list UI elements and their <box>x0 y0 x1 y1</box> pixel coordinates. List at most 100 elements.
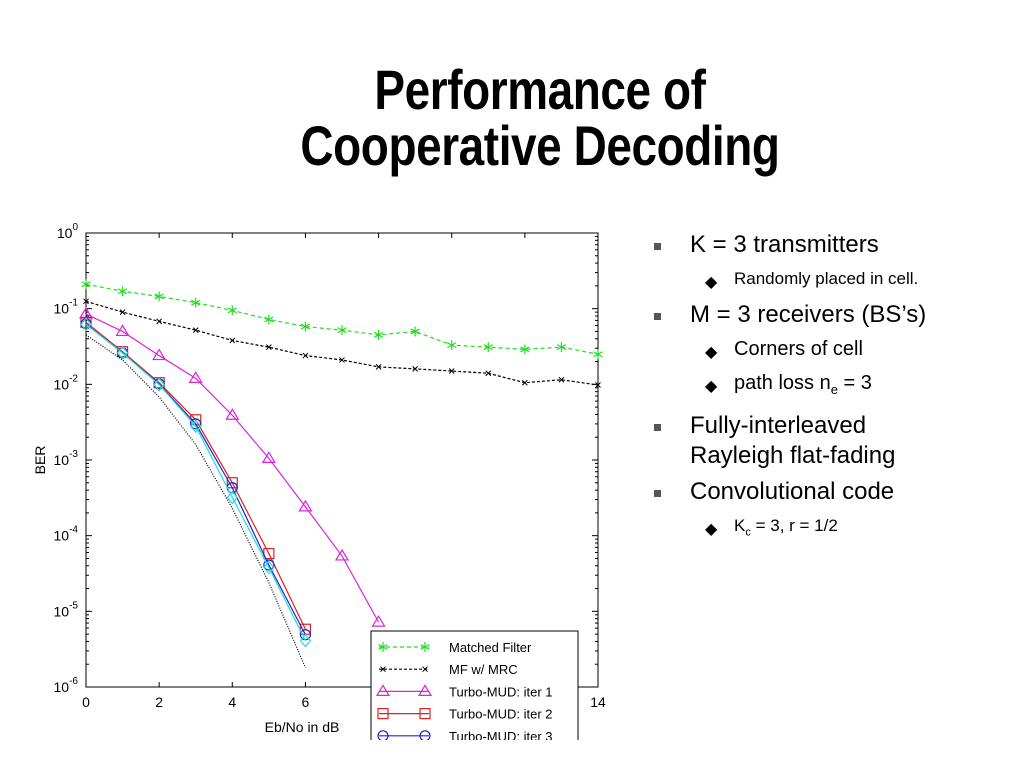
legend-label: Turbo-MUD: iter 3 <box>449 729 553 740</box>
sub-bullet-placement: ◆ Randomly placed in cell. <box>648 266 1018 292</box>
star-marker <box>264 314 274 325</box>
x-marker <box>448 368 455 374</box>
triangle-marker <box>261 451 276 463</box>
code-post: = 3, r = 1/2 <box>750 516 838 535</box>
series-2 <box>78 306 386 627</box>
title-line-2: Cooperative Decoding <box>300 114 780 177</box>
diamond-marker <box>80 317 92 332</box>
legend-label: MF w/ MRC <box>449 662 518 677</box>
legend: Matched Filter MF w/ MRC Turbo-MUD: iter 1… <box>370 630 579 740</box>
sub-bullet-text: Randomly placed in cell. <box>734 269 919 288</box>
star-marker <box>191 297 201 308</box>
code-pre: K <box>734 516 746 535</box>
star-marker <box>483 342 493 353</box>
star-marker <box>378 642 388 652</box>
star-marker <box>447 340 457 351</box>
series-line <box>85 323 306 641</box>
circle-marker <box>419 730 431 740</box>
sub-bullet-path-loss: ◆ path loss ne = 3 <box>648 370 1018 403</box>
diamond-marker <box>189 419 202 434</box>
series-5 <box>80 317 312 648</box>
x-marker <box>375 364 382 370</box>
diamond-bullet-icon: ◆ <box>705 274 718 291</box>
star-marker <box>300 321 311 332</box>
star-marker <box>227 305 237 316</box>
y-tick-label: 10-6 <box>54 676 79 695</box>
series-line <box>85 313 380 623</box>
y-tick-label: 10-5 <box>54 600 79 619</box>
series-6 <box>85 334 306 668</box>
legend-box <box>370 630 579 740</box>
star-marker <box>593 349 603 360</box>
x-marker <box>595 382 601 388</box>
y-axis-label: BER <box>32 446 48 475</box>
slide-title: Performance of Cooperative Decoding <box>253 62 827 174</box>
series-0 <box>81 279 603 360</box>
star-marker <box>154 291 164 302</box>
diamond-marker <box>299 633 312 648</box>
diamond-bullet-icon: ◆ <box>705 521 718 538</box>
x-tick-label: 0 <box>82 694 90 710</box>
triangle-marker <box>334 548 350 561</box>
bullet-receivers: M = 3 receivers (BS’s) <box>648 300 1018 330</box>
diamond-marker <box>226 490 239 505</box>
x-marker <box>119 309 126 315</box>
y-tick-label: 100 <box>57 222 79 241</box>
x-marker <box>192 327 199 334</box>
path-loss-sub: e <box>830 382 838 397</box>
series-line <box>85 334 306 668</box>
x-marker <box>266 344 272 351</box>
diamond-marker <box>263 560 275 575</box>
triangle-marker <box>188 371 203 383</box>
x-tick-label: 6 <box>302 694 310 710</box>
diamond-marker <box>116 345 129 360</box>
x-tick-label: 14 <box>590 694 606 710</box>
x-tick-label: 2 <box>155 694 163 710</box>
x-marker <box>156 318 162 325</box>
y-tick-label: 10-1 <box>54 298 79 317</box>
triangle-marker <box>115 324 130 337</box>
circle-marker <box>263 559 275 571</box>
legend-label: Turbo-MUD: iter 1 <box>449 684 553 699</box>
fading-line-1: Fully-interleaved <box>690 412 867 439</box>
sub-bullet-code-params: ◆ Kc = 3, r = 1/2 <box>648 513 1018 545</box>
triangle-marker <box>152 348 167 361</box>
star-marker <box>373 329 384 340</box>
triangle-marker <box>371 614 386 627</box>
ber-chart: 0246810121410010-110-210-310-410-510-6Eb… <box>32 222 606 740</box>
x-marker <box>302 352 309 359</box>
sub-bullet-corners: ◆ Corners of cell <box>648 336 1018 362</box>
series-1 <box>83 298 601 388</box>
code-sub: c <box>745 526 751 539</box>
star-marker <box>556 342 567 353</box>
star-marker <box>520 344 530 355</box>
x-marker <box>229 337 236 344</box>
diamond-bullet-icon: ◆ <box>705 378 718 395</box>
sub-bullet-text: Corners of cell <box>734 338 863 360</box>
star-marker <box>410 326 420 337</box>
circle-marker <box>190 418 202 430</box>
x-marker <box>422 666 428 673</box>
y-tick-label: 10-3 <box>54 449 79 468</box>
square-marker <box>419 708 431 720</box>
triangle-marker <box>298 499 313 512</box>
title-line-1: Performance of <box>374 58 706 121</box>
bullet-transmitters: K = 3 transmitters <box>648 230 1018 260</box>
path-loss-post: = 3 <box>837 372 872 394</box>
bullet-fading: Fully-interleaved Rayleigh flat-fading <box>648 411 1018 471</box>
bullet-list: K = 3 transmitters ◆ Randomly placed in … <box>648 230 1018 553</box>
circle-marker <box>377 730 389 740</box>
star-marker <box>337 325 347 336</box>
diamond-bullet-icon: ◆ <box>705 344 718 361</box>
x-marker <box>485 370 492 377</box>
plot-frame <box>85 232 599 688</box>
x-marker <box>339 357 345 363</box>
star-marker <box>81 279 91 290</box>
legend-label: Matched Filter <box>449 640 532 655</box>
x-tick-label: 4 <box>228 694 236 710</box>
legend-label: Turbo-MUD: iter 2 <box>449 707 553 722</box>
star-marker <box>420 642 430 652</box>
x-marker <box>83 298 89 305</box>
star-marker <box>117 286 128 297</box>
x-marker <box>412 366 418 372</box>
